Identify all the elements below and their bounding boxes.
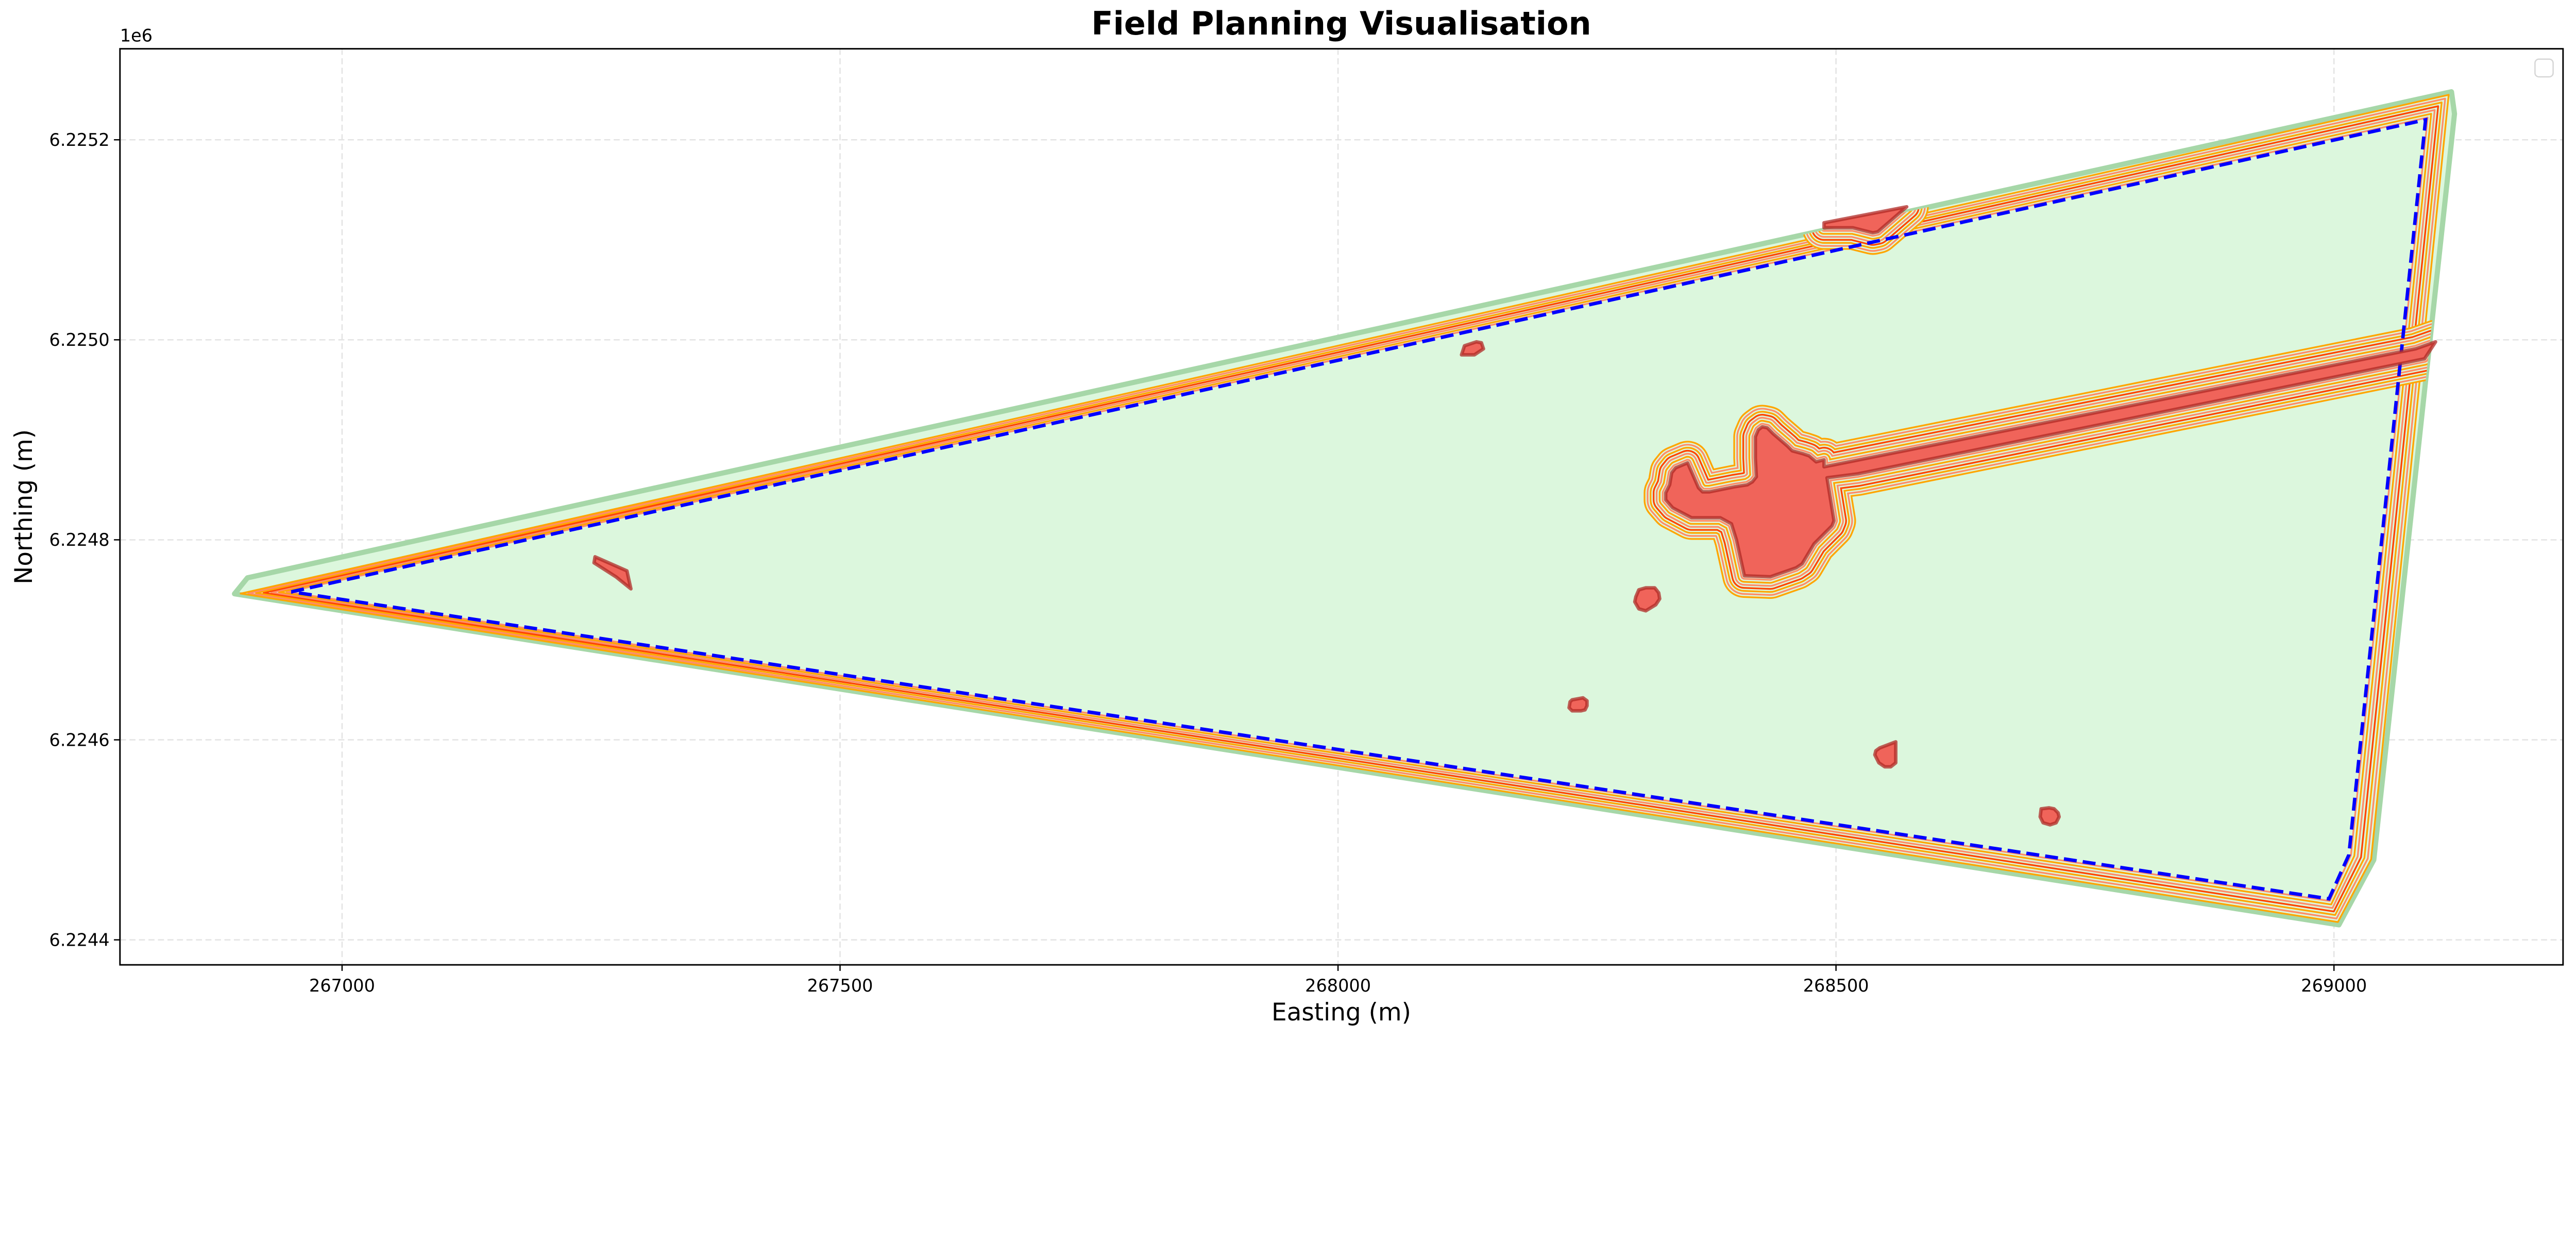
x-tick-label: 268500 bbox=[1803, 976, 1869, 996]
obstacle-polygon bbox=[592, 555, 633, 591]
plot-frame bbox=[119, 48, 2564, 966]
y-tick-label: 6.2248 bbox=[49, 530, 110, 550]
obstacle-polygon bbox=[2038, 806, 2061, 827]
x-tick-label: 267000 bbox=[309, 976, 375, 996]
obstacle-polygon bbox=[1633, 586, 1662, 613]
legend-box bbox=[2534, 58, 2554, 78]
x-tick-label: 269000 bbox=[2301, 976, 2367, 996]
y-tick-label: 6.2252 bbox=[49, 130, 110, 150]
y-offset-label: 1e6 bbox=[120, 25, 152, 45]
x-tick-label: 267500 bbox=[807, 976, 873, 996]
chart-title: Field Planning Visualisation bbox=[1091, 5, 1591, 42]
y-tick-label: 6.2250 bbox=[49, 330, 110, 350]
headland-line bbox=[263, 105, 2439, 913]
headland-line bbox=[270, 109, 2436, 909]
field-boundary-line bbox=[291, 118, 2428, 901]
headland-line bbox=[247, 97, 2446, 919]
headland-line bbox=[240, 94, 2450, 923]
y-tick-label: 6.2244 bbox=[49, 930, 110, 950]
obstacle-polygon bbox=[1664, 340, 2437, 579]
obstacle-polygon bbox=[1822, 205, 1909, 235]
y-tick-label: 6.2246 bbox=[49, 730, 110, 750]
obstacle-polygon bbox=[1460, 340, 1485, 357]
x-tick-label: 268000 bbox=[1305, 976, 1371, 996]
headland-line bbox=[278, 113, 2432, 905]
field-planning-chart: 267000 267500 268000 268500 269000 6.2244 6.22… bbox=[10, 5, 2564, 1027]
headland-line bbox=[255, 102, 2443, 916]
x-axis-label: Easting (m) bbox=[1272, 998, 1411, 1027]
obstacle-polygon bbox=[1567, 696, 1589, 713]
obstacle-polygon bbox=[1873, 740, 1898, 769]
field-area bbox=[232, 89, 2458, 928]
y-axis-label: Northing (m) bbox=[10, 429, 38, 584]
headland-line bbox=[285, 116, 2429, 902]
